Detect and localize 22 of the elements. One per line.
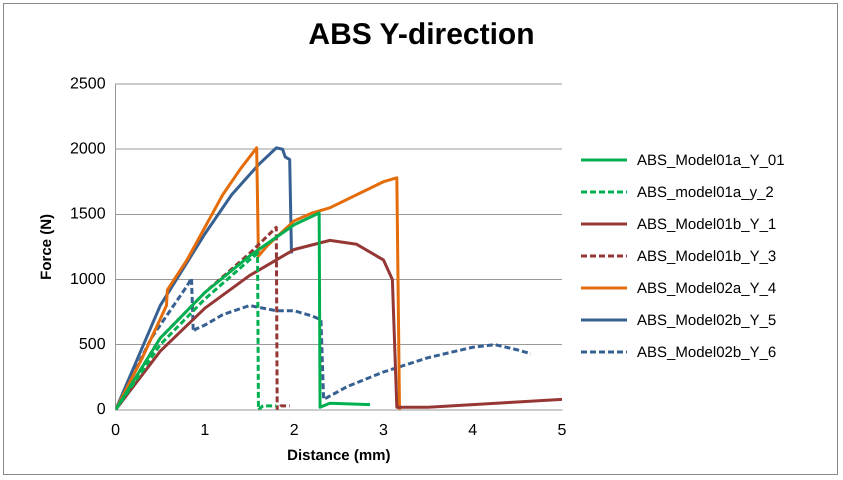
y-tick-label: 2500: [70, 75, 106, 92]
y-tick-label: 1000: [70, 270, 106, 288]
y-tick-label: 500: [78, 336, 106, 354]
legend-label: ABS_Model01a_Y_01: [637, 152, 785, 168]
legend-label: ABS_Model02b_Y_6: [637, 344, 776, 360]
legend-label: ABS_Model02b_Y_5: [637, 312, 776, 328]
x-tick-label: 3: [378, 422, 388, 439]
legend-label: ABS_Model01b_Y_3: [637, 248, 776, 264]
y-tick-label: 1500: [70, 206, 106, 223]
x-tick-label: 2: [290, 422, 299, 439]
y-tick-label: 2000: [70, 140, 106, 158]
x-tick-label: 0: [111, 422, 120, 439]
x-axis-title: Distance (mm): [287, 447, 390, 464]
legend-label: ABS_Model01b_Y_1: [637, 216, 776, 232]
legend-label: ABS_Model02a_Y_4: [637, 280, 776, 296]
legend-label: ABS_model01a_y_2: [637, 184, 774, 200]
y-axis-title: Force (N): [38, 214, 56, 280]
chart-title: ABS Y-direction: [307, 18, 536, 52]
y-tick-label: 0: [96, 401, 106, 418]
x-tick-label: 4: [468, 422, 478, 439]
x-tick-label: 5: [558, 422, 567, 439]
x-tick-label: 1: [200, 422, 210, 439]
